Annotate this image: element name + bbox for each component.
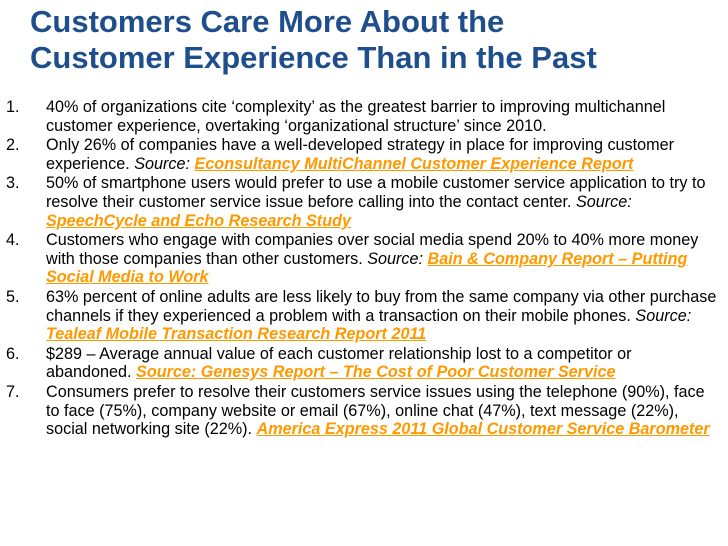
statistics-list: 1. 40% of organizations cite ‘complexity… — [0, 98, 728, 440]
item-text: 63% percent of online adults are less li… — [46, 287, 717, 325]
list-item-2: 2. Only 26% of companies have a well-dev… — [0, 136, 728, 173]
source-link-amex[interactable]: America Express 2011 Global Customer Ser… — [256, 420, 710, 439]
source-link-econsultancy[interactable]: Econsultancy MultiChannel Customer Exper… — [194, 154, 634, 173]
list-item-3: 3. 50% of smartphone users would prefer … — [0, 174, 728, 230]
source-label: Source: — [575, 192, 632, 211]
source-link-tealeaf[interactable]: Tealeaf Mobile Transaction Research Repo… — [46, 325, 427, 344]
source-label: Source: — [134, 154, 190, 173]
item-text: Consumers prefer to resolve their custom… — [46, 382, 705, 439]
title-line-2: Customer Experience Than in the Past — [30, 40, 597, 75]
item-number: 5. — [6, 287, 20, 306]
item-text: Customers who engage with companies over… — [46, 231, 699, 268]
title-line-1: Customers Care More About the — [30, 4, 505, 39]
list-item-1: 1. 40% of organizations cite ‘complexity… — [0, 98, 728, 135]
item-text: $289 – Average annual value of each cust… — [46, 344, 632, 382]
item-number: 6. — [6, 344, 20, 363]
source-link-speechcycle[interactable]: SpeechCycle and Echo Research Study — [46, 211, 351, 230]
list-item-6: 6. $289 – Average annual value of each c… — [0, 345, 728, 382]
source-label: Source: — [367, 249, 424, 268]
list-item-5: 5. 63% percent of online adults are less… — [0, 288, 728, 344]
list-item-4: 4. Customers who engage with companies o… — [0, 231, 728, 287]
slide-title: Customers Care More About the Customer E… — [30, 4, 710, 76]
item-text: Only 26% of companies have a well-develo… — [46, 136, 675, 173]
item-number: 4. — [6, 231, 20, 250]
item-text: 40% of organizations cite ‘complexity’ a… — [46, 98, 666, 135]
item-number: 2. — [6, 136, 20, 155]
list-item-7: 7. Consumers prefer to resolve their cus… — [0, 383, 728, 439]
item-text: 50% of smartphone users would prefer to … — [46, 174, 706, 211]
item-number: 1. — [6, 98, 20, 116]
item-number: 3. — [6, 174, 20, 193]
source-link-bain[interactable]: Bain & Company Report – Putting Social M… — [46, 249, 688, 287]
item-number: 7. — [6, 382, 20, 401]
source-label: Source: — [635, 306, 692, 325]
source-link-genesys[interactable]: Source: Genesys Report – The Cost of Poo… — [136, 363, 616, 382]
